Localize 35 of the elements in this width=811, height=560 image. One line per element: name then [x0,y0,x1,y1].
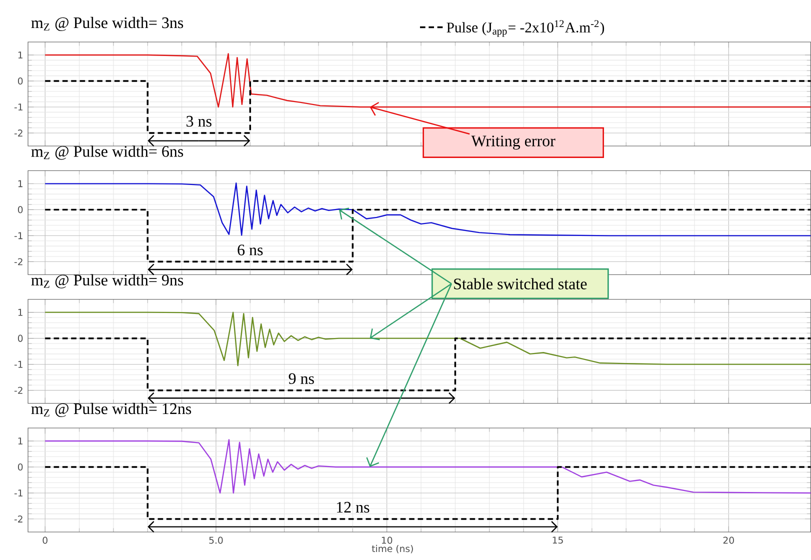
y-tick-label: -1 [14,360,22,368]
y-tick-label: -2 [14,516,22,522]
y-tick-label: 0 [18,206,23,214]
y-tick-label: -2 [14,130,22,136]
x-tick-label: 0 [42,536,48,544]
y-tick-label: -2 [14,386,22,394]
x-tick-label: 15 [552,536,563,544]
y-tick-label: 1 [18,180,22,188]
y-tick-label: 0 [18,77,23,85]
annotation: 3 ns [186,116,212,127]
annotation: 9 ns [288,373,314,384]
x-tick-label: 20 [723,536,734,544]
annotation: 12 ns [336,502,370,513]
annotation: Writing error [471,136,556,150]
x-tick-label: 5.0 [209,536,223,544]
chart-title: m$_{Z}$ @ Pulse width= 3ns [31,16,184,32]
y-tick-label: 0 [18,463,23,471]
y-tick-label: -1 [14,490,22,496]
y-tick-label: -1 [14,104,22,110]
chart-title: m$_{Z}$ @ Pulse width= 6ns [31,146,184,160]
y-tick-label: 0 [18,334,23,342]
x-tick-label: 10 [382,536,392,544]
y-tick-label: -1 [14,232,22,240]
y-tick-label: 1 [18,308,22,316]
x-axis-title: time (ns) [372,544,413,554]
annotation: Stable switched state [454,278,587,290]
legend-label: Pulse (J$_{app}$= -2x10$^{12}$A.m$^{-2}$) [446,20,604,37]
y-tick-label: 1 [18,52,22,58]
chart-title: m$_{Z}$ @ Pulse width= 12ns [31,402,192,418]
y-tick-label: -2 [14,258,22,266]
y-tick-label: 1 [18,438,22,444]
chart-title: m$_{Z}$ @ Pulse width= 9ns [31,274,184,288]
annotation: 6 ns [238,244,263,256]
line-series [44,182,811,236]
line-series [44,439,811,494]
